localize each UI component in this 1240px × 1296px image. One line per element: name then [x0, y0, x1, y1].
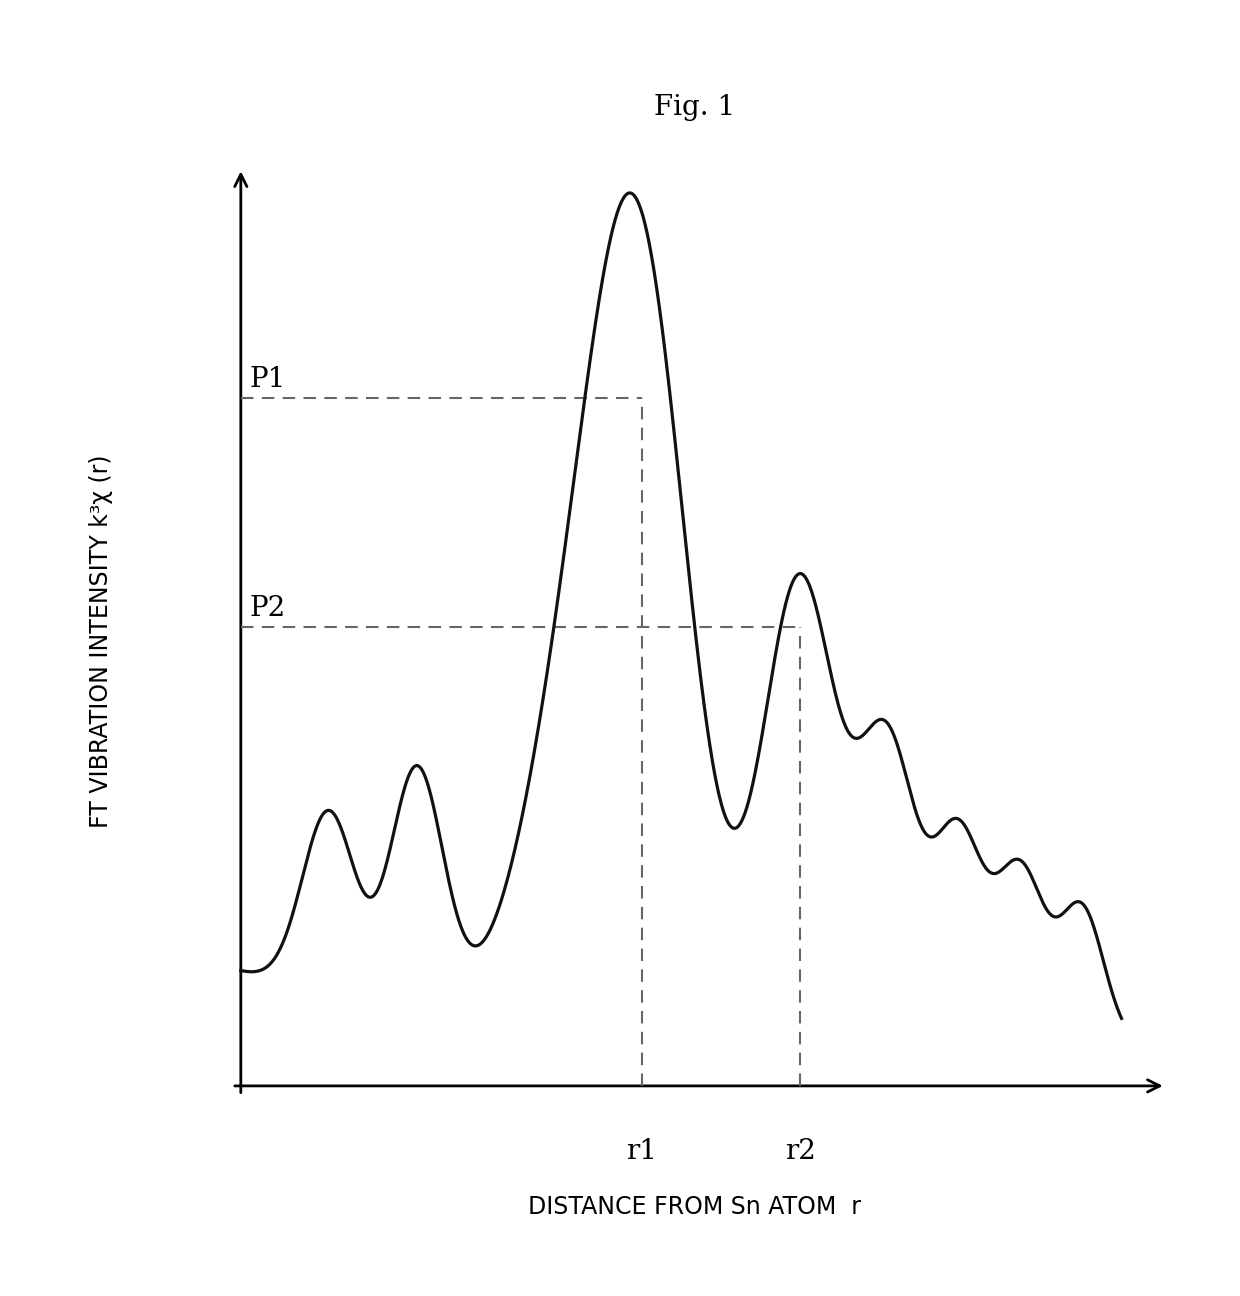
Text: FT VIBRATION INTENSITY k³χ (r): FT VIBRATION INTENSITY k³χ (r)	[89, 455, 113, 828]
Text: P2: P2	[249, 595, 286, 622]
Text: P1: P1	[249, 365, 286, 393]
Text: r2: r2	[785, 1138, 816, 1165]
Text: Fig. 1: Fig. 1	[653, 95, 735, 122]
Text: r1: r1	[626, 1138, 657, 1165]
Text: DISTANCE FROM Sn ATOM  r: DISTANCE FROM Sn ATOM r	[528, 1195, 861, 1220]
